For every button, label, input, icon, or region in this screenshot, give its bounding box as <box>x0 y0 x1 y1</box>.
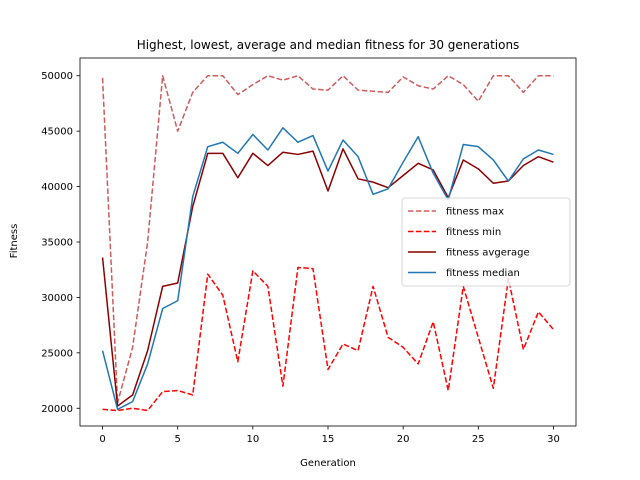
y-tick-label: 45000 <box>41 127 73 138</box>
legend-label: fitness min <box>446 227 501 238</box>
x-axis-title: Generation <box>300 458 356 469</box>
y-axis-title: Fitness <box>9 224 20 259</box>
legend-box <box>401 197 571 287</box>
x-tick-label: 15 <box>322 434 335 445</box>
plot-lines <box>101 74 555 412</box>
legend: fitness max fitness min fitness avgerage fi… <box>401 197 571 287</box>
series-line-3 <box>101 148 554 407</box>
y-tick-label: 30000 <box>41 293 73 304</box>
x-tick-label: 0 <box>99 434 105 445</box>
chart-title: Highest, lowest, average and median fitn… <box>137 38 520 52</box>
legend-label: fitness median <box>446 268 520 279</box>
y-axis: 20000 25000 30000 35000 40000 45000 50000 <box>41 71 80 415</box>
y-tick-label: 25000 <box>41 348 73 359</box>
x-tick-label: 25 <box>472 434 485 445</box>
y-tick-label: 20000 <box>41 404 73 415</box>
legend-label: fitness max <box>446 207 504 218</box>
y-tick-label: 50000 <box>41 71 73 82</box>
x-tick-label: 10 <box>246 434 259 445</box>
y-tick-label: 40000 <box>41 182 73 193</box>
x-axis: 0 5 10 15 20 25 30 <box>99 426 560 445</box>
x-tick-label: 5 <box>175 434 181 445</box>
legend-label: fitness avgerage <box>446 248 530 259</box>
x-tick-label: 30 <box>547 434 560 445</box>
x-tick-label: 20 <box>397 434 410 445</box>
series-line-1 <box>101 74 554 404</box>
series-line-2 <box>102 266 555 412</box>
series-line-4 <box>101 127 554 411</box>
y-tick-label: 35000 <box>41 238 73 249</box>
